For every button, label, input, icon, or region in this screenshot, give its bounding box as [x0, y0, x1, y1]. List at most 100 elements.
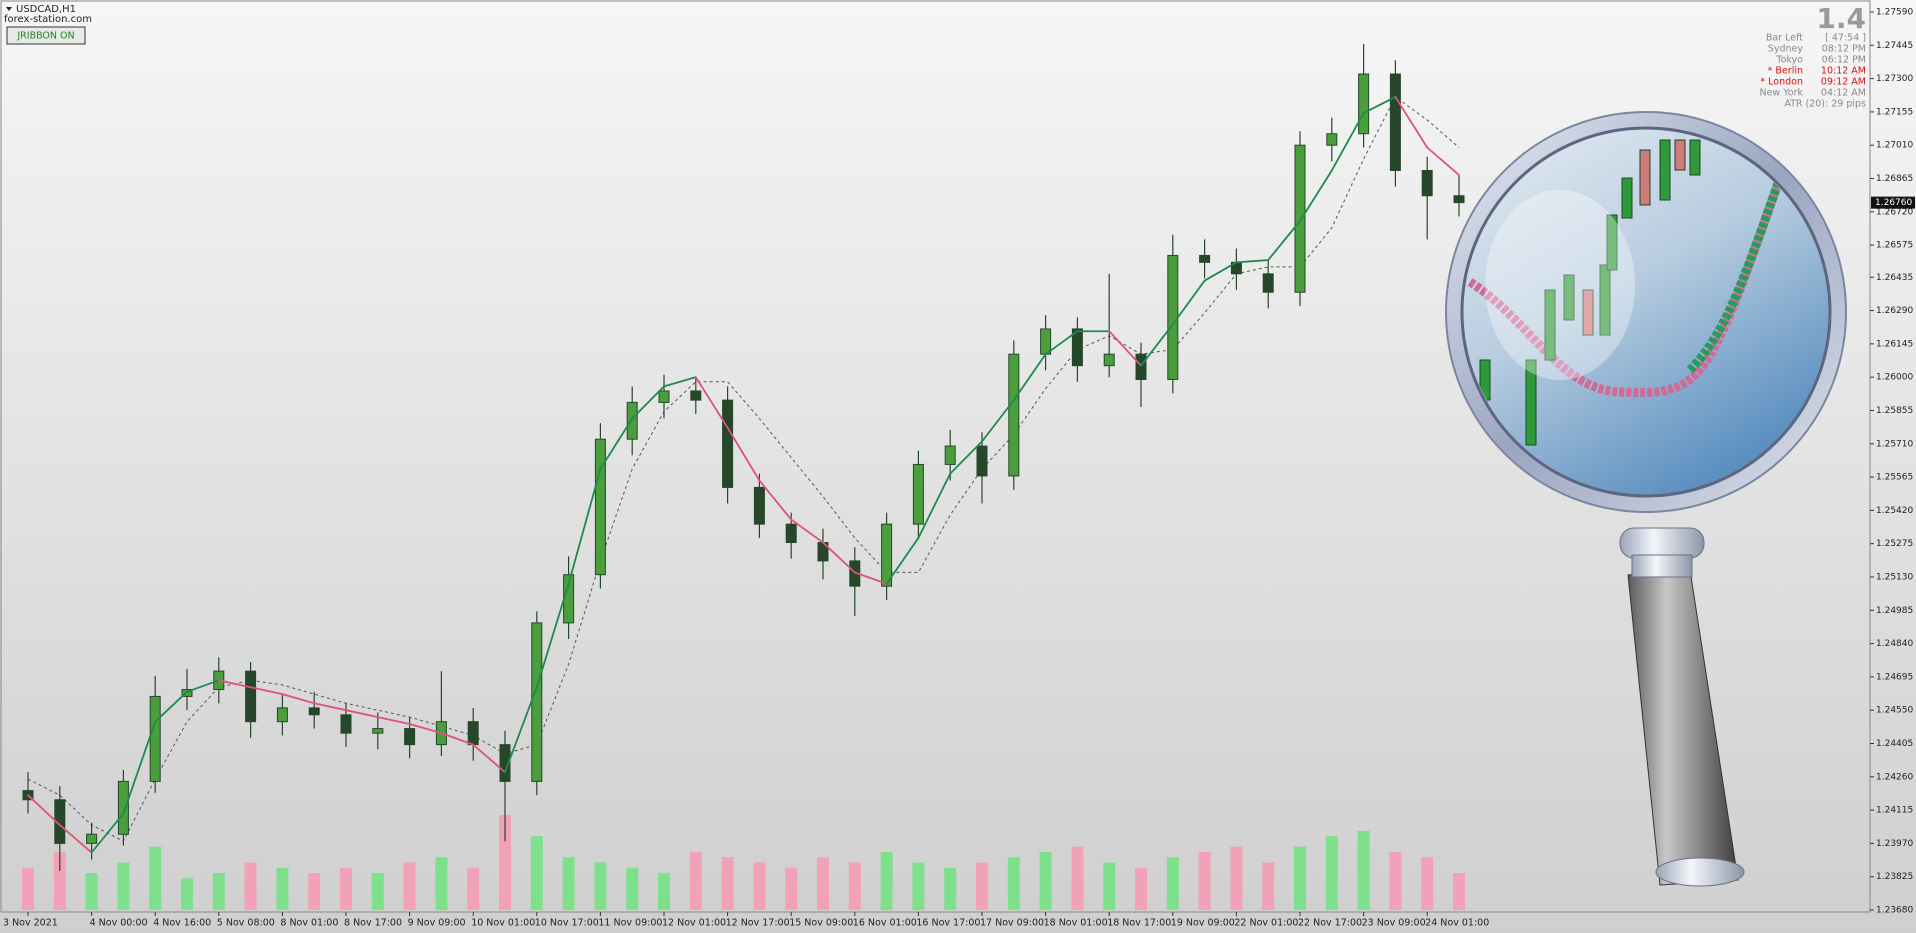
volume-bar	[1166, 857, 1179, 910]
zoomed-candle	[1563, 274, 1575, 321]
volume-bar	[276, 867, 289, 910]
volume-bar	[1325, 836, 1338, 910]
ma-fast	[504, 686, 538, 774]
ma-fast	[1203, 261, 1238, 282]
y-tick-label: 1.24840	[1876, 639, 1913, 649]
ma-fast	[217, 679, 252, 689]
volume-bar	[594, 862, 607, 910]
volume-bar	[912, 862, 925, 910]
zoomed-candle	[1582, 289, 1594, 336]
candle-body	[1135, 353, 1147, 380]
y-tick-label: 1.24405	[1876, 739, 1913, 749]
candle-body	[149, 695, 161, 782]
volume-bar	[689, 851, 702, 910]
ribbon-button[interactable]	[6, 26, 86, 45]
zoomed-candle	[1639, 149, 1651, 206]
x-tick-label: 18 Nov 01:00	[1044, 918, 1108, 929]
ma-fast	[1140, 323, 1174, 367]
y-tick-label: 1.25565	[1876, 473, 1913, 483]
volume-bar	[848, 862, 861, 910]
volume-bar	[1357, 830, 1370, 910]
ma-fast	[694, 376, 729, 429]
ma-fast	[1044, 330, 1079, 356]
lens-glare	[1485, 190, 1635, 380]
ma-slow	[27, 96, 1460, 842]
x-tick-label: 10 Nov 01:00	[471, 918, 535, 929]
version: 1.4	[1816, 2, 1866, 35]
volume-bar	[403, 862, 416, 910]
y-tick-label: 1.27010	[1876, 141, 1913, 151]
candle-body	[1167, 254, 1179, 380]
candle-body	[245, 670, 257, 723]
candle-body	[626, 401, 638, 440]
candle-body	[912, 463, 924, 525]
y-tick-label: 1.26290	[1876, 306, 1913, 316]
x-tick-label: 8 Nov 01:00	[280, 918, 338, 929]
ma-fast	[1267, 220, 1301, 261]
clock-panel: 1.4 Bar Left [ 47:54 ] ATR (20): 29 pips…	[1759, 2, 1866, 110]
ribbon-button-label[interactable]: JRIBBON ON	[16, 31, 74, 42]
x-tick-label: 22 Nov 17:00	[1298, 918, 1362, 929]
x-tick-label: 24 Nov 01:00	[1425, 918, 1489, 929]
ma-fast	[726, 426, 761, 482]
ma-fast	[408, 723, 443, 735]
candle-body	[785, 523, 797, 544]
volume-bar	[976, 862, 988, 910]
ma-fast	[599, 417, 634, 470]
candle-body	[531, 622, 543, 782]
y-tick-label: 1.26865	[1876, 174, 1913, 184]
candle-body	[944, 445, 956, 465]
candle-body	[753, 486, 765, 525]
current-price-label: 1.26760	[1875, 198, 1912, 208]
magnifier	[1445, 111, 1847, 887]
candle-body	[372, 728, 384, 734]
x-tick-label: 4 Nov 00:00	[90, 918, 148, 929]
ma-fast	[376, 716, 411, 725]
candle-body	[1358, 73, 1370, 135]
y-tick-label: 1.23825	[1876, 872, 1913, 882]
y-tick-label: 1.26145	[1876, 339, 1913, 349]
volume-bar	[658, 873, 670, 910]
volume-bar	[117, 862, 130, 910]
volume-bar	[626, 867, 639, 910]
bar-left: [ 47:54 ]	[1825, 33, 1866, 44]
y-tick-label: 1.25855	[1876, 406, 1913, 416]
ma-fast	[440, 732, 475, 746]
zoomed-candle	[1621, 177, 1633, 219]
candle-body	[1040, 328, 1052, 355]
candle-body	[1453, 195, 1465, 204]
x-tick-label: 4 Nov 16:00	[153, 918, 211, 929]
volume-bar	[1230, 846, 1243, 910]
y-tick-label: 1.24260	[1876, 772, 1913, 782]
volume-bar	[817, 857, 829, 910]
candle-body	[340, 714, 352, 734]
candle-body	[1199, 254, 1211, 263]
zoomed-candle	[1606, 214, 1618, 271]
x-tick-label: 9 Nov 09:00	[408, 918, 466, 929]
y-tick-label: 1.25130	[1876, 572, 1913, 582]
x-tick-label: 19 Nov 09:00	[1171, 918, 1235, 929]
candle-body	[881, 523, 893, 587]
candle-body	[594, 438, 606, 576]
plot-border	[0, 0, 1871, 913]
volume-bar	[785, 867, 798, 910]
ma-fast	[1299, 169, 1333, 222]
ma-fast	[27, 794, 61, 826]
volume-bar	[530, 836, 543, 910]
ma-fast	[122, 720, 157, 815]
ma-fast	[90, 812, 125, 854]
candle-body	[117, 780, 129, 835]
ma-fast	[1330, 112, 1365, 172]
ma-fast	[981, 399, 1015, 443]
x-tick-label: 3 Nov 2021	[3, 918, 58, 929]
y-tick-label: 1.26000	[1876, 373, 1913, 383]
y-tick-label: 1.25275	[1876, 539, 1913, 549]
zoomed-candle	[1659, 139, 1671, 201]
volume-bar	[1198, 851, 1211, 910]
volume-bar	[1453, 873, 1465, 910]
atr: ATR (20): 29 pips	[1784, 99, 1866, 110]
zoomed-candle	[1599, 264, 1611, 336]
ma-fast	[1235, 259, 1270, 264]
volume-bar	[753, 862, 766, 910]
x-tick-label: 12 Nov 01:00	[662, 918, 726, 929]
